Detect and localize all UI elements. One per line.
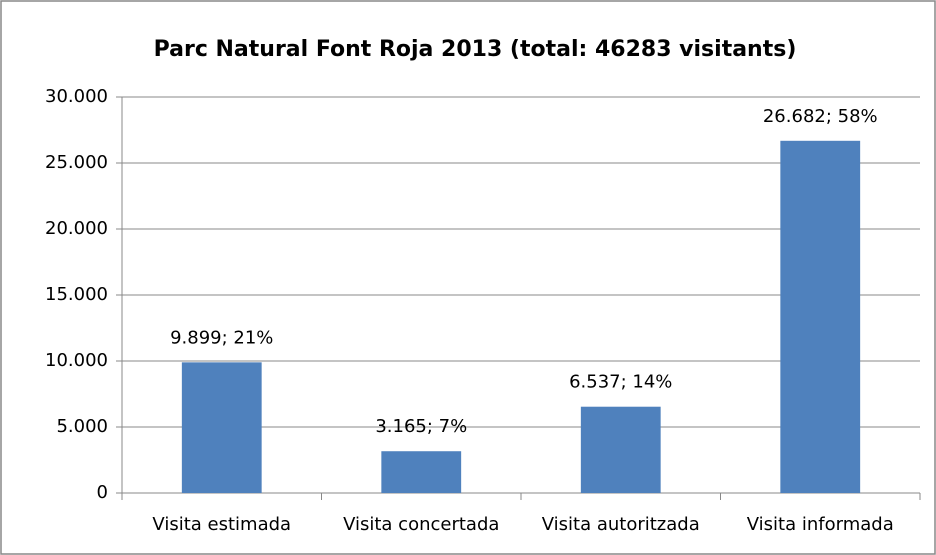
x-tick-label: Visita informada (747, 514, 894, 535)
y-tick-label: 25.000 (45, 152, 108, 173)
y-tick-label: 0 (97, 482, 108, 503)
data-label: 6.537; 14% (569, 372, 672, 393)
bar (181, 362, 262, 493)
y-tick-label: 5.000 (56, 416, 108, 437)
y-tick-label: 10.000 (45, 350, 108, 371)
bar (780, 140, 861, 493)
y-tick-label: 20.000 (45, 218, 108, 239)
data-label: 26.682; 58% (763, 106, 878, 127)
x-tick-label: Visita autoritzada (542, 514, 700, 535)
data-label: 3.165; 7% (375, 416, 467, 437)
y-tick-label: 15.000 (45, 284, 108, 305)
bar (381, 451, 462, 493)
x-tick-label: Visita concertada (343, 514, 499, 535)
bar (580, 406, 661, 493)
data-label: 9.899; 21% (170, 327, 273, 348)
y-tick-label: 30.000 (45, 86, 108, 107)
chart-title: Parc Natural Font Roja 2013 (total: 4628… (154, 37, 797, 62)
x-tick-label: Visita estimada (152, 514, 291, 535)
